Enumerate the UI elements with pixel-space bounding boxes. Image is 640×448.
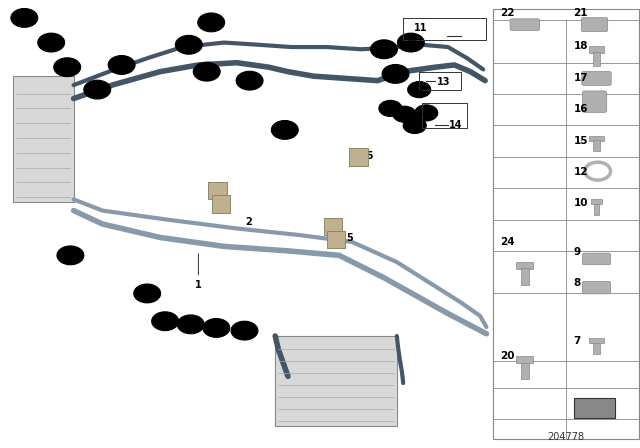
Circle shape	[231, 321, 258, 340]
FancyBboxPatch shape	[593, 52, 600, 66]
FancyBboxPatch shape	[209, 182, 227, 199]
Text: 10: 10	[573, 198, 588, 208]
Circle shape	[382, 65, 409, 83]
FancyBboxPatch shape	[13, 76, 74, 202]
Text: 14: 14	[449, 120, 463, 129]
Circle shape	[198, 13, 225, 32]
FancyBboxPatch shape	[516, 262, 534, 269]
Text: 21: 21	[200, 67, 213, 76]
FancyBboxPatch shape	[589, 136, 604, 141]
Text: 16: 16	[409, 121, 420, 130]
FancyBboxPatch shape	[591, 199, 602, 204]
Text: 7: 7	[162, 317, 168, 326]
Text: 13: 13	[436, 77, 450, 86]
Circle shape	[408, 82, 431, 98]
Text: 8: 8	[573, 278, 580, 288]
FancyBboxPatch shape	[582, 17, 608, 31]
FancyBboxPatch shape	[582, 281, 611, 294]
FancyBboxPatch shape	[594, 203, 599, 215]
Text: 18: 18	[573, 41, 588, 51]
Circle shape	[379, 100, 402, 116]
FancyBboxPatch shape	[211, 195, 230, 212]
Text: 12: 12	[573, 167, 588, 177]
Text: 17: 17	[399, 110, 410, 119]
Circle shape	[236, 71, 263, 90]
Text: 5: 5	[347, 233, 353, 243]
Text: 23: 23	[115, 60, 128, 69]
Circle shape	[403, 117, 426, 134]
FancyBboxPatch shape	[493, 9, 639, 439]
Text: 24: 24	[500, 237, 515, 247]
Text: 25: 25	[360, 151, 374, 161]
Text: 7: 7	[381, 45, 387, 54]
Text: 15: 15	[420, 108, 432, 117]
Text: 10: 10	[205, 18, 218, 27]
FancyBboxPatch shape	[521, 268, 529, 285]
FancyBboxPatch shape	[582, 91, 607, 112]
Circle shape	[397, 33, 424, 52]
Text: 9: 9	[246, 76, 253, 85]
Text: 17: 17	[573, 73, 588, 83]
Text: 22: 22	[500, 9, 515, 18]
Text: 15: 15	[573, 136, 588, 146]
FancyBboxPatch shape	[589, 338, 604, 344]
FancyBboxPatch shape	[593, 343, 600, 354]
Circle shape	[57, 246, 84, 265]
FancyBboxPatch shape	[582, 72, 611, 85]
Text: 7: 7	[573, 336, 581, 346]
FancyBboxPatch shape	[521, 362, 529, 379]
Circle shape	[134, 284, 161, 303]
FancyBboxPatch shape	[582, 253, 611, 265]
Circle shape	[84, 80, 111, 99]
FancyBboxPatch shape	[275, 336, 397, 426]
FancyBboxPatch shape	[516, 356, 534, 363]
Text: 10: 10	[238, 326, 251, 335]
Text: 20: 20	[500, 351, 515, 361]
Circle shape	[393, 106, 416, 122]
FancyBboxPatch shape	[510, 19, 540, 30]
Circle shape	[11, 9, 38, 27]
FancyBboxPatch shape	[593, 140, 600, 151]
Text: 18: 18	[385, 104, 396, 113]
Text: 9: 9	[213, 323, 220, 332]
Text: 21: 21	[573, 9, 588, 18]
Circle shape	[38, 33, 65, 52]
Circle shape	[193, 62, 220, 81]
FancyBboxPatch shape	[327, 231, 346, 248]
Text: 8: 8	[188, 320, 194, 329]
Text: 10: 10	[18, 13, 31, 22]
Circle shape	[54, 58, 81, 77]
Text: 8: 8	[64, 63, 70, 72]
Circle shape	[175, 35, 202, 54]
Text: 1: 1	[195, 280, 202, 290]
Circle shape	[415, 105, 438, 121]
Circle shape	[371, 40, 397, 59]
FancyBboxPatch shape	[349, 148, 368, 165]
Text: 3: 3	[225, 202, 231, 212]
Text: 22: 22	[182, 40, 195, 49]
Text: 9: 9	[48, 38, 54, 47]
Text: 2: 2	[245, 217, 252, 227]
Text: 4: 4	[67, 251, 74, 260]
Text: 24: 24	[404, 38, 417, 47]
FancyBboxPatch shape	[574, 398, 615, 418]
Text: 20: 20	[278, 125, 291, 134]
Text: 12: 12	[413, 85, 425, 94]
Circle shape	[108, 56, 135, 74]
Text: 7: 7	[94, 85, 100, 94]
FancyBboxPatch shape	[324, 218, 342, 235]
Text: 204778: 204778	[547, 432, 584, 442]
Circle shape	[271, 121, 298, 139]
Text: 9: 9	[392, 69, 399, 78]
Circle shape	[203, 319, 230, 337]
Circle shape	[177, 315, 204, 334]
Text: 11: 11	[414, 23, 428, 33]
Text: 19: 19	[215, 191, 229, 201]
Text: 6: 6	[144, 289, 150, 298]
Text: 16: 16	[573, 104, 588, 114]
Circle shape	[152, 312, 179, 331]
FancyBboxPatch shape	[589, 47, 604, 53]
Text: 9: 9	[573, 247, 580, 257]
